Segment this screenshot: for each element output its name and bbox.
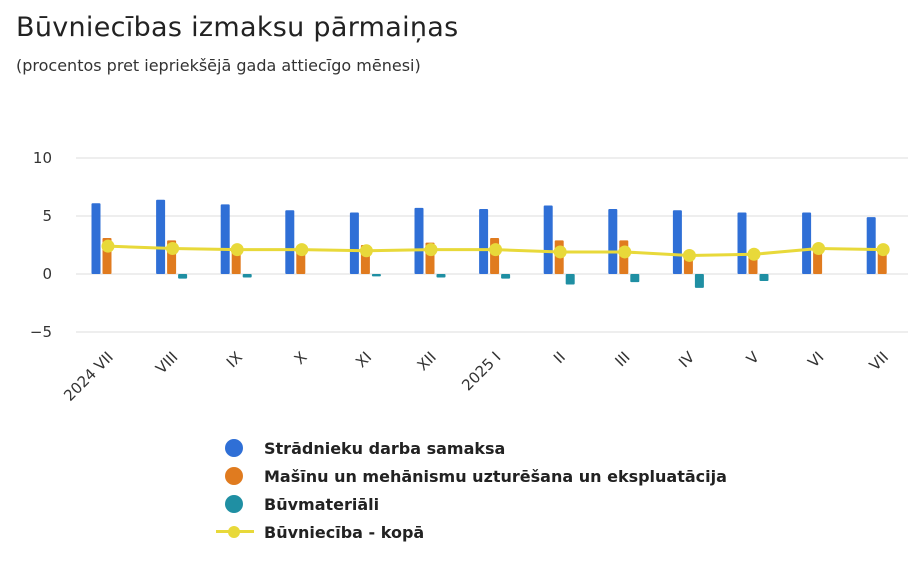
bar [866, 217, 876, 274]
legend-swatch [225, 495, 243, 513]
line-point [553, 245, 567, 259]
bar [608, 209, 618, 274]
x-tick-label: 2024 VII [60, 348, 117, 405]
x-tick-label: IV [675, 348, 699, 372]
legend-label: Būvniecība - kopā [264, 522, 425, 542]
legend-circle-icon [216, 438, 254, 458]
line-point [424, 243, 438, 257]
y-tick-label: 5 [42, 207, 52, 225]
line-point [166, 241, 180, 255]
y-tick-label: 10 [33, 149, 52, 167]
x-tick-label: III [612, 348, 634, 370]
legend-label: Būvmateriāli [264, 494, 380, 514]
bar [802, 212, 812, 274]
bar [414, 207, 424, 274]
bar [91, 203, 101, 274]
y-tick-label: 0 [42, 265, 52, 283]
line-point [295, 243, 309, 257]
legend-label: Strādnieku darba samaksa [264, 438, 506, 458]
bar [672, 210, 682, 274]
x-tick-label: VIII [152, 348, 181, 377]
bar [220, 204, 230, 274]
legend-line-icon [216, 522, 254, 542]
x-tick-label: XII [414, 348, 440, 374]
legend-item-total[interactable]: Būvniecība - kopā [216, 518, 727, 546]
line-point [489, 243, 503, 257]
bar [759, 274, 769, 281]
x-tick-label: X [291, 348, 311, 368]
line-point [618, 245, 632, 259]
chart-subtitle: (procentos pret iepriekšējā gada attiecī… [16, 56, 421, 75]
x-tick-label: VII [866, 348, 892, 374]
bar [630, 274, 640, 283]
y-tick-label: −5 [30, 323, 52, 341]
line-point [876, 243, 890, 257]
legend-line-marker [228, 526, 240, 538]
bar [371, 274, 381, 277]
legend-label: Mašīnu un mehānismu uzturēšana un eksplu… [264, 466, 727, 486]
x-tick-label: V [743, 348, 764, 369]
line-point [101, 239, 115, 253]
bar [479, 209, 489, 274]
bar [285, 210, 295, 274]
bar [501, 274, 511, 279]
legend-circle-icon [216, 494, 254, 514]
line-point [747, 247, 761, 261]
legend-swatch [225, 439, 243, 457]
line-point [812, 241, 826, 255]
line-point [230, 243, 244, 257]
x-tick-label: XI [352, 348, 375, 371]
chart-legend: Strādnieku darba samaksa Mašīnu un mehān… [216, 434, 727, 546]
legend-circle-icon [216, 466, 254, 486]
bar [737, 212, 747, 274]
legend-item-materials[interactable]: Būvmateriāli [216, 490, 727, 518]
bar [694, 274, 704, 288]
x-tick-label: IX [223, 348, 246, 371]
legend-swatch [225, 467, 243, 485]
bar [565, 274, 575, 285]
bar [543, 205, 553, 274]
legend-item-machinery[interactable]: Mašīnu un mehānismu uzturēšana un eksplu… [216, 462, 727, 490]
legend-item-wages[interactable]: Strādnieku darba samaksa [216, 434, 727, 462]
bar [436, 274, 446, 278]
chart-title: Būvniecības izmaksu pārmaiņas [16, 12, 459, 43]
bar [242, 274, 252, 278]
x-tick-label: VI [804, 348, 827, 371]
x-tick-label: II [550, 348, 569, 367]
bar [178, 274, 188, 279]
x-tick-label: 2025 I [458, 348, 504, 394]
line-point [359, 244, 373, 258]
bar [156, 199, 166, 274]
line-point [682, 248, 696, 262]
bar [349, 212, 359, 274]
